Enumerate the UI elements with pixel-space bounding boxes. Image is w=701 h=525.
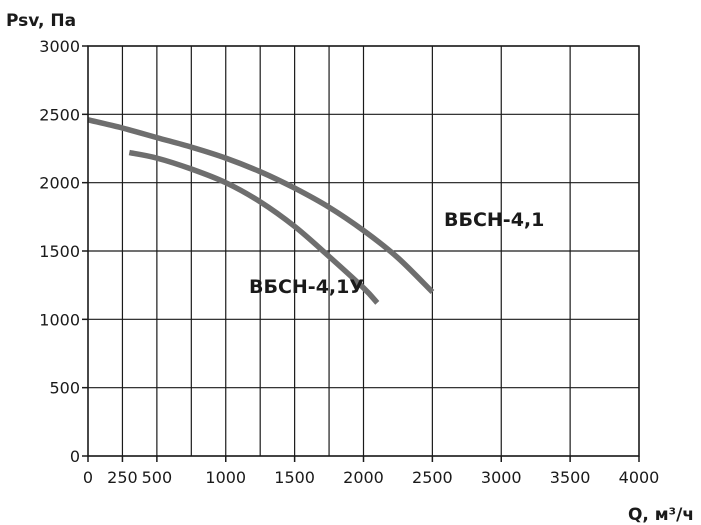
series-lines [87, 117, 435, 305]
x-tick-label: 2000 [343, 468, 384, 487]
y-tick-label: 2500 [39, 105, 80, 124]
series-label-vbsn-4-1u: ВБСН-4,1У [249, 276, 364, 298]
y-tick-label: 1000 [39, 310, 80, 329]
plot-frame [82, 45, 640, 462]
x-tick-label: 3000 [481, 468, 522, 487]
y-axis-title: Psv, Па [6, 11, 76, 31]
x-tick-label: 250 [107, 468, 138, 487]
x-tick-label: 0 [83, 468, 93, 487]
y-tick-label: 3000 [39, 37, 80, 56]
x-tick-label: 500 [142, 468, 173, 487]
y-tick-label: 500 [49, 379, 80, 398]
series-line-2 [128, 149, 380, 305]
x-tick-label: 1000 [205, 468, 246, 487]
y-tick-label: 2000 [39, 174, 80, 193]
y-tick-label: 0 [70, 447, 80, 466]
series-label-vbsn-4-1: ВБСН-4,1 [444, 209, 544, 231]
tick-labels: 0 250 500 1000 1500 2000 2500 3000 3500 400005001… [39, 37, 659, 487]
grid [87, 45, 640, 457]
x-tick-label: 1500 [274, 468, 315, 487]
x-tick-label: 3500 [550, 468, 591, 487]
series-line-1 [87, 117, 435, 294]
x-tick-label: 4000 [619, 468, 660, 487]
y-tick-label: 1500 [39, 242, 80, 261]
x-axis-title: Q, м³/ч [628, 505, 694, 525]
x-tick-label: 2500 [412, 468, 453, 487]
